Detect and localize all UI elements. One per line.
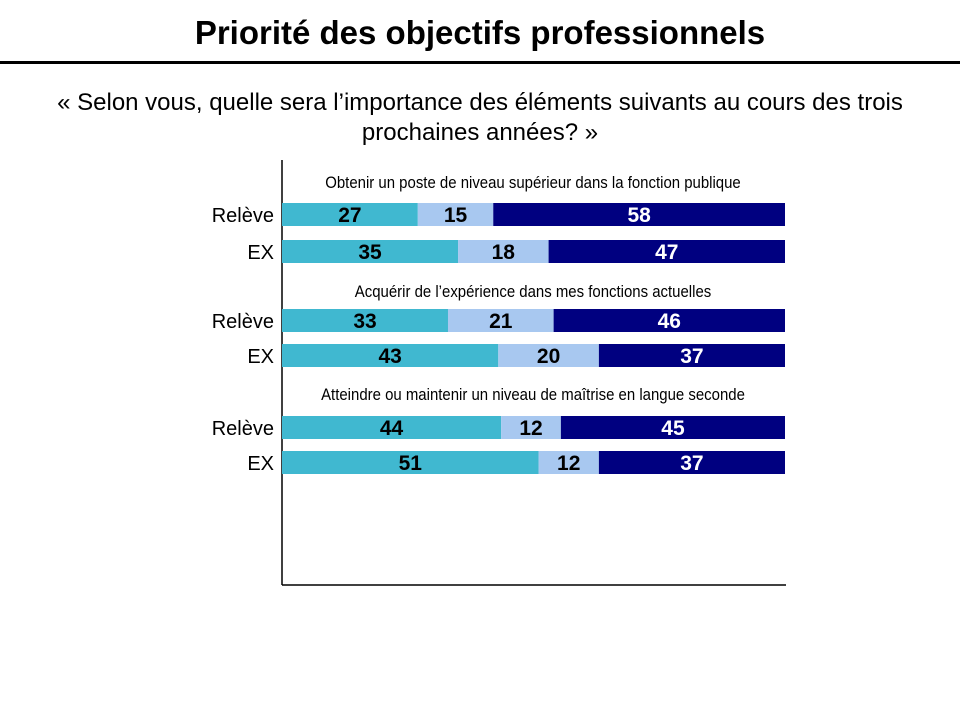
bar-segment (458, 240, 549, 263)
row-label: Relève (212, 311, 274, 333)
bar-segment (598, 344, 785, 367)
bar-segment (501, 416, 561, 439)
bar-segment (560, 416, 785, 439)
group-title: Acquérir de l’expérience dans mes foncti… (355, 283, 711, 301)
row-label: EX (247, 346, 274, 368)
row-label: EX (247, 242, 274, 264)
data-label: 15 (444, 204, 468, 227)
row-label: Relève (212, 205, 274, 227)
group-title: Atteindre ou maintenir un niveau de maît… (321, 386, 745, 404)
data-label: 35 (358, 241, 382, 264)
data-label: 43 (378, 345, 401, 368)
row-label: EX (247, 453, 274, 475)
bar-segment (493, 203, 785, 226)
data-label: 45 (661, 417, 685, 440)
chart-subtitle: « Selon vous, quelle sera l’importance d… (57, 89, 903, 146)
row-label: Relève (212, 418, 274, 440)
data-label: 46 (658, 310, 681, 333)
data-label: 37 (680, 345, 703, 368)
data-label: 18 (492, 241, 516, 264)
data-label: 20 (537, 345, 560, 368)
page-title: Priorité des objectifs professionnels (194, 14, 766, 51)
data-label: 37 (680, 452, 703, 475)
data-label: 44 (380, 417, 404, 440)
title-divider (0, 61, 960, 64)
bar-segment (282, 309, 448, 332)
data-label: 12 (519, 417, 542, 440)
bar-segment (598, 451, 785, 474)
data-label: 51 (399, 452, 423, 475)
data-label: 27 (338, 204, 361, 227)
data-label: 12 (557, 452, 580, 475)
bar-segment (538, 451, 599, 474)
group-title: Obtenir un poste de niveau supérieur dan… (325, 174, 741, 192)
data-label: 33 (353, 310, 376, 333)
bar-segment (282, 344, 499, 367)
bar-segment (282, 203, 418, 226)
bar-segment (553, 309, 785, 332)
bar-segment (282, 451, 539, 474)
bar-segment (447, 309, 554, 332)
bar-segment (417, 203, 494, 226)
bar-segment (282, 240, 459, 263)
bar-segment (548, 240, 785, 263)
bar-segment (498, 344, 599, 367)
data-label: 21 (489, 310, 513, 333)
bar-segment (282, 416, 502, 439)
data-label: 58 (627, 204, 651, 227)
data-label: 47 (655, 241, 678, 264)
